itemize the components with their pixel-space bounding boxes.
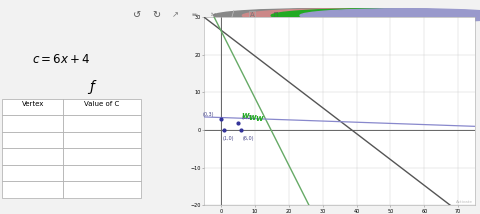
Text: ⬛: ⬛: [274, 12, 278, 18]
Circle shape: [271, 9, 480, 22]
Text: A: A: [250, 12, 254, 18]
FancyBboxPatch shape: [63, 165, 141, 181]
FancyBboxPatch shape: [63, 181, 141, 198]
Text: ↗: ↗: [172, 10, 179, 19]
FancyBboxPatch shape: [2, 115, 63, 132]
FancyBboxPatch shape: [2, 148, 63, 165]
Text: /: /: [231, 10, 234, 20]
FancyBboxPatch shape: [63, 148, 141, 165]
Text: (0,3): (0,3): [202, 112, 214, 117]
Text: Vertex: Vertex: [22, 101, 44, 107]
Text: (1,0): (1,0): [223, 135, 234, 141]
Text: ↻: ↻: [152, 10, 160, 20]
Text: (5,2): (5,2): [241, 115, 253, 120]
Text: w: w: [241, 111, 249, 120]
Text: $c = 6x+ 4$: $c = 6x+ 4$: [32, 53, 91, 66]
Text: ↺: ↺: [133, 10, 141, 20]
FancyBboxPatch shape: [2, 99, 63, 115]
FancyBboxPatch shape: [63, 99, 141, 115]
Circle shape: [214, 9, 425, 22]
FancyBboxPatch shape: [63, 132, 141, 148]
Text: (6,0): (6,0): [243, 135, 254, 141]
Circle shape: [300, 9, 480, 22]
Text: w: w: [248, 113, 256, 122]
FancyBboxPatch shape: [2, 165, 63, 181]
Text: w: w: [255, 114, 263, 123]
Text: ✂: ✂: [211, 12, 216, 18]
FancyBboxPatch shape: [2, 132, 63, 148]
FancyBboxPatch shape: [2, 181, 63, 198]
Circle shape: [242, 9, 454, 22]
Text: ✏: ✏: [192, 12, 197, 18]
Text: ƒ: ƒ: [89, 80, 94, 94]
FancyBboxPatch shape: [63, 115, 141, 132]
Text: Activate: Activate: [456, 200, 472, 204]
Text: Value of C: Value of C: [84, 101, 120, 107]
